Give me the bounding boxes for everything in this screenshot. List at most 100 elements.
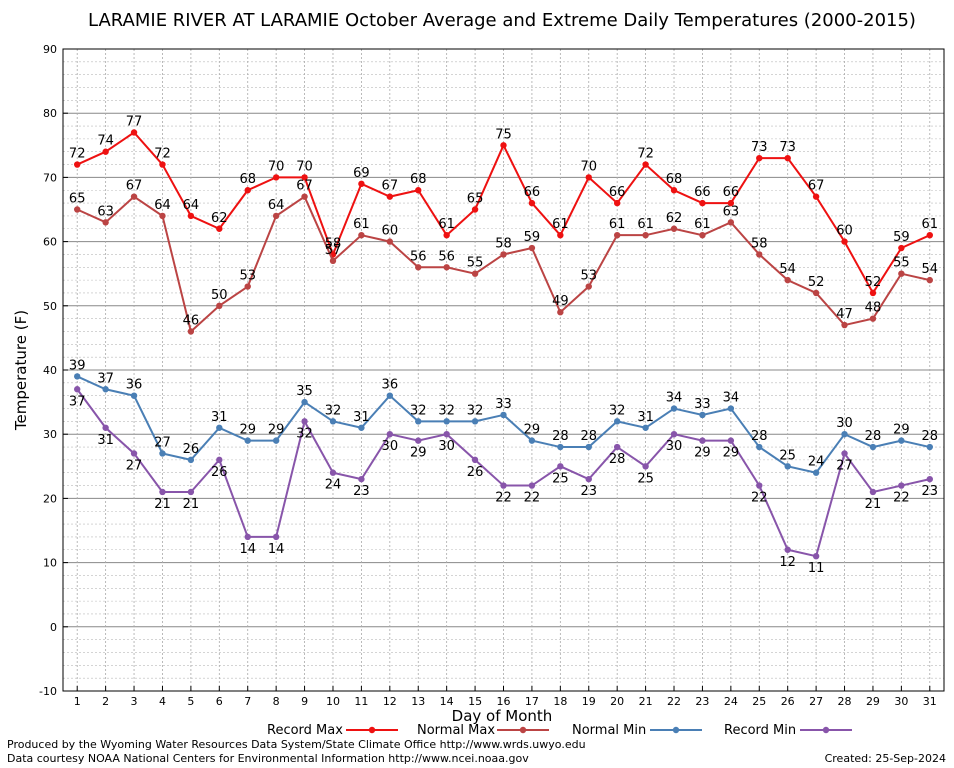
normal-max-point — [926, 276, 933, 284]
record-min-point — [272, 533, 280, 541]
normal-max-point — [756, 251, 763, 258]
record-min-point — [557, 463, 564, 470]
normal-max-line — [76, 195, 931, 334]
normal-min-data-label: 29 — [893, 423, 910, 438]
x-tick-label: 1 — [74, 695, 81, 708]
normal-min-point — [642, 424, 649, 431]
footer-produced-by: Produced by the Wyoming Water Resources … — [7, 738, 586, 751]
normal-max-point — [415, 264, 422, 271]
record-min-point — [244, 533, 251, 541]
normal-max-data-label: 53 — [580, 269, 597, 284]
normal-min-data-label: 33 — [694, 397, 711, 412]
record-max-point — [727, 199, 735, 207]
record-max-data-label: 70 — [296, 159, 313, 174]
record-min-point — [869, 488, 877, 496]
record-max-data-label: 59 — [893, 230, 910, 245]
record-min-point — [415, 437, 422, 444]
normal-min-point — [528, 437, 536, 444]
normal-min-data-label: 29 — [268, 423, 285, 438]
normal-min-point — [244, 437, 251, 444]
x-tick-label: 20 — [610, 695, 624, 708]
y-tick-label: 90 — [43, 43, 57, 56]
normal-max-data-label: 56 — [438, 249, 455, 264]
normal-min-data-label: 32 — [609, 403, 626, 418]
record-max-point — [471, 206, 479, 213]
record-min-data-label: 27 — [836, 458, 853, 473]
y-tick-label: 80 — [43, 107, 57, 120]
record-max-data-label: 68 — [666, 172, 683, 187]
record-max-point — [244, 187, 251, 194]
record-max-data-label: 66 — [723, 185, 740, 200]
normal-max-point — [557, 309, 564, 316]
normal-min-point — [386, 392, 394, 399]
record-min-data-label: 22 — [495, 491, 512, 506]
normal-max-data-label: 59 — [524, 230, 541, 245]
normal-min-point — [756, 443, 763, 451]
record-max-data-label: 72 — [69, 147, 86, 162]
normal-min-point — [869, 443, 877, 451]
record-min-data-label: 22 — [893, 491, 910, 506]
normal-max-point — [869, 315, 877, 322]
record-min-point — [812, 552, 820, 560]
record-max-point — [926, 231, 933, 239]
normal-min-point — [471, 418, 479, 425]
normal-min-data-label: 31 — [211, 410, 228, 425]
normal-min-legend-marker — [672, 726, 680, 734]
record-max-data-label: 68 — [239, 172, 256, 187]
record-max-data-label: 73 — [779, 140, 796, 155]
normal-min-data-label: 28 — [552, 429, 569, 444]
record-max-point — [756, 154, 763, 162]
x-tick-label: 22 — [667, 695, 681, 708]
record-max-point — [585, 174, 592, 181]
normal-min-point — [585, 443, 592, 451]
normal-max-data-label: 62 — [666, 211, 683, 226]
x-tick-label: 24 — [724, 695, 738, 708]
normal-max-data-label: 64 — [154, 198, 171, 213]
record-min-data-label: 27 — [126, 458, 143, 473]
record-max-data-label: 70 — [268, 159, 285, 174]
normal-min-point — [358, 424, 365, 431]
normal-min-data-label: 29 — [239, 423, 256, 438]
normal-max-data-label: 55 — [893, 256, 910, 271]
grid — [63, 48, 944, 692]
record-min-point — [386, 431, 394, 438]
normal-min-point — [102, 386, 109, 393]
record-max-data-label: 68 — [410, 172, 427, 187]
record-max-point — [500, 142, 507, 149]
x-tick-label: 28 — [838, 695, 852, 708]
normal-min-point — [329, 418, 337, 425]
y-tick-label: -10 — [39, 685, 57, 698]
x-tick-label: 2 — [102, 695, 109, 708]
record-max-point — [415, 187, 422, 194]
normal-max-data-label: 61 — [637, 217, 654, 232]
record-min-point — [102, 424, 109, 431]
y-tick-label: 20 — [43, 492, 57, 505]
record-min-point — [670, 431, 678, 438]
normal-min-data-label: 35 — [296, 384, 313, 399]
normal-min-point — [443, 418, 450, 425]
record-max-point — [670, 187, 678, 194]
normal-max-point — [187, 328, 195, 335]
record-min-data-label: 22 — [524, 491, 541, 506]
x-tick-label: 12 — [383, 695, 397, 708]
y-axis-label: Temperature (F) — [12, 310, 30, 431]
normal-max-legend-marker — [519, 726, 527, 734]
normal-max-point — [812, 289, 820, 297]
record-max-point — [301, 174, 308, 181]
normal-max-point — [159, 212, 166, 220]
normal-min-point — [159, 450, 166, 457]
record-min-data-label: 29 — [410, 446, 427, 461]
legend: Record Max Normal Max Normal Min Record Min — [267, 723, 852, 738]
x-tick-label: 10 — [326, 695, 340, 708]
normal-max-point — [841, 321, 848, 329]
normal-max-point — [244, 283, 251, 290]
x-axis-label: Day of Month — [452, 707, 553, 725]
x-tick-label: 3 — [131, 695, 138, 708]
record-min-point — [216, 456, 223, 464]
normal-max-data-label: 60 — [382, 224, 399, 239]
normal-max-data-label: 63 — [723, 204, 740, 219]
normal-max-data-label: 58 — [495, 236, 512, 251]
normal-min-data-label: 32 — [410, 403, 427, 418]
record-max-point — [699, 199, 706, 207]
